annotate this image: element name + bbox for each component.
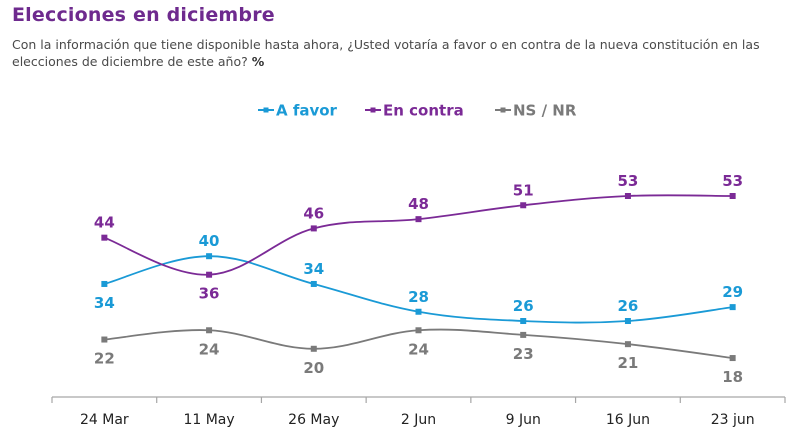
data-label-en-contra: 48 [408,195,429,213]
marker-en-contra [520,202,527,209]
marker-a-favor [520,318,527,325]
data-label-en-contra: 53 [617,172,638,190]
marker-ns-nr [101,336,108,343]
marker-ns-nr [206,327,213,334]
data-label-ns-nr: 22 [94,350,115,368]
x-tick-label: 11 May [183,412,234,428]
data-label-ns-nr: 18 [722,368,743,386]
chart-subtitle: Con la información que tiene disponible … [12,36,792,70]
data-label-a-favor: 26 [513,297,534,315]
marker-ns-nr [624,341,631,348]
x-axis: 24 Mar 11 May 26 May 2 Jun 9 Jun 16 Jun 23 jun [51,396,786,428]
legend-item-a-favor: A favor [258,102,338,120]
data-label-en-contra: 51 [513,181,534,199]
data-label-en-contra: 36 [199,285,220,303]
marker-en-contra [415,216,422,223]
legend-item-ns-nr: NS / NR [495,102,577,120]
marker-ns-nr [415,327,422,334]
data-label-a-favor: 26 [617,297,638,315]
legend-item-en-contra: En contra [365,102,464,120]
x-tick-label: 9 Jun [506,412,541,428]
marker-ns-nr [729,355,736,362]
series-lines [101,193,736,362]
marker-en-contra [310,225,317,232]
data-label-ns-nr: 20 [303,359,324,377]
data-label-a-favor: 29 [722,283,743,301]
marker-en-contra [624,193,631,199]
legend: A favor En contra NS / NR [258,102,577,120]
x-tick-label: 16 Jun [606,412,650,428]
data-label-a-favor: 28 [408,288,429,306]
marker-ns-nr [520,331,527,338]
marker-en-contra [206,271,213,278]
x-tick-label: 24 Mar [80,412,129,428]
chart-title: Elecciones en diciembre [12,4,275,26]
legend-label: En contra [383,102,464,120]
marker-a-favor [310,280,317,287]
marker-en-contra [101,234,108,241]
legend-marker-icon [263,107,269,113]
marker-a-favor [415,308,422,315]
data-label-en-contra: 53 [722,172,743,190]
data-label-en-contra: 44 [94,214,115,232]
data-label-a-favor: 34 [303,260,324,278]
x-tick-label: 26 May [288,412,339,428]
marker-a-favor [624,318,631,325]
legend-marker-icon [500,107,506,113]
data-label-a-favor: 40 [199,232,220,250]
marker-a-favor [729,304,736,311]
legend-marker-icon [370,107,376,113]
marker-a-favor [206,253,213,260]
data-labels: 22 24 20 24 23 21 18 34 40 34 28 26 26 29 44 36 46 48 51 53… [94,172,743,386]
subtitle-text: Con la información que tiene disponible … [12,37,760,69]
x-tick-label: 2 Jun [401,412,436,428]
marker-ns-nr [310,345,317,352]
data-label-ns-nr: 21 [617,354,638,372]
data-label-a-favor: 34 [94,294,115,312]
data-label-en-contra: 46 [303,204,324,222]
subtitle-unit: % [251,54,265,69]
data-label-ns-nr: 24 [408,340,429,358]
legend-label: A favor [276,102,338,120]
marker-en-contra [729,193,736,199]
data-label-ns-nr: 23 [513,345,534,363]
x-tick-label: 23 jun [711,412,755,428]
legend-label: NS / NR [513,102,577,120]
data-label-ns-nr: 24 [199,340,220,358]
marker-a-favor [101,280,108,287]
